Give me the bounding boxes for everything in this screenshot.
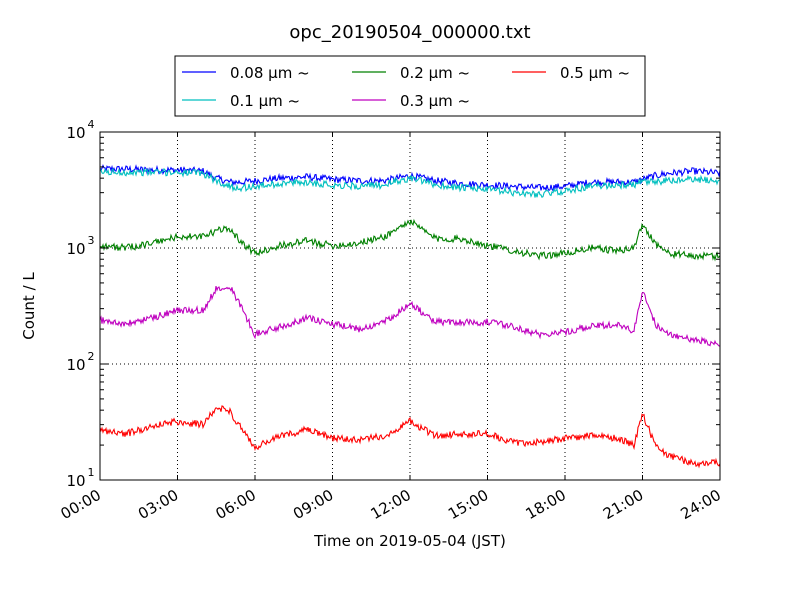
legend-label: 0.3 μm ~: [400, 92, 470, 110]
x-axis-label: Time on 2019-05-04 (JST): [313, 532, 506, 550]
legend-box: [174, 55, 646, 117]
legend-label: 0.2 μm ~: [400, 64, 470, 82]
series-line: [99, 167, 721, 198]
legend: 0.08 μm ~ 0.1 μm ~ 0.2 μm ~ 0.3 μm ~ 0.5 μm …: [174, 55, 646, 117]
legend-label: 0.5 μm ~: [560, 64, 630, 82]
y-tick-label: 10: [66, 240, 85, 258]
ticks: [99, 131, 721, 481]
y-tick-exponent: 4: [88, 118, 95, 131]
y-tick-label: 10: [66, 356, 85, 374]
series-line: [99, 405, 721, 469]
legend-label: 0.1 μm ~: [230, 92, 300, 110]
y-tick-exponent: 1: [88, 466, 95, 479]
series-line: [99, 285, 721, 347]
y-tick-exponent: 2: [88, 350, 95, 363]
y-tick-label: 10: [66, 124, 85, 142]
series-layer: [99, 164, 721, 469]
series-line: [99, 218, 721, 262]
y-axis-label: Count / L: [20, 272, 38, 340]
legend-label: 0.08 μm ~: [230, 64, 310, 82]
y-tick-label: 10: [66, 472, 85, 490]
chart-title: opc_20190504_000000.txt: [289, 22, 530, 43]
y-tick-exponent: 3: [88, 234, 95, 247]
